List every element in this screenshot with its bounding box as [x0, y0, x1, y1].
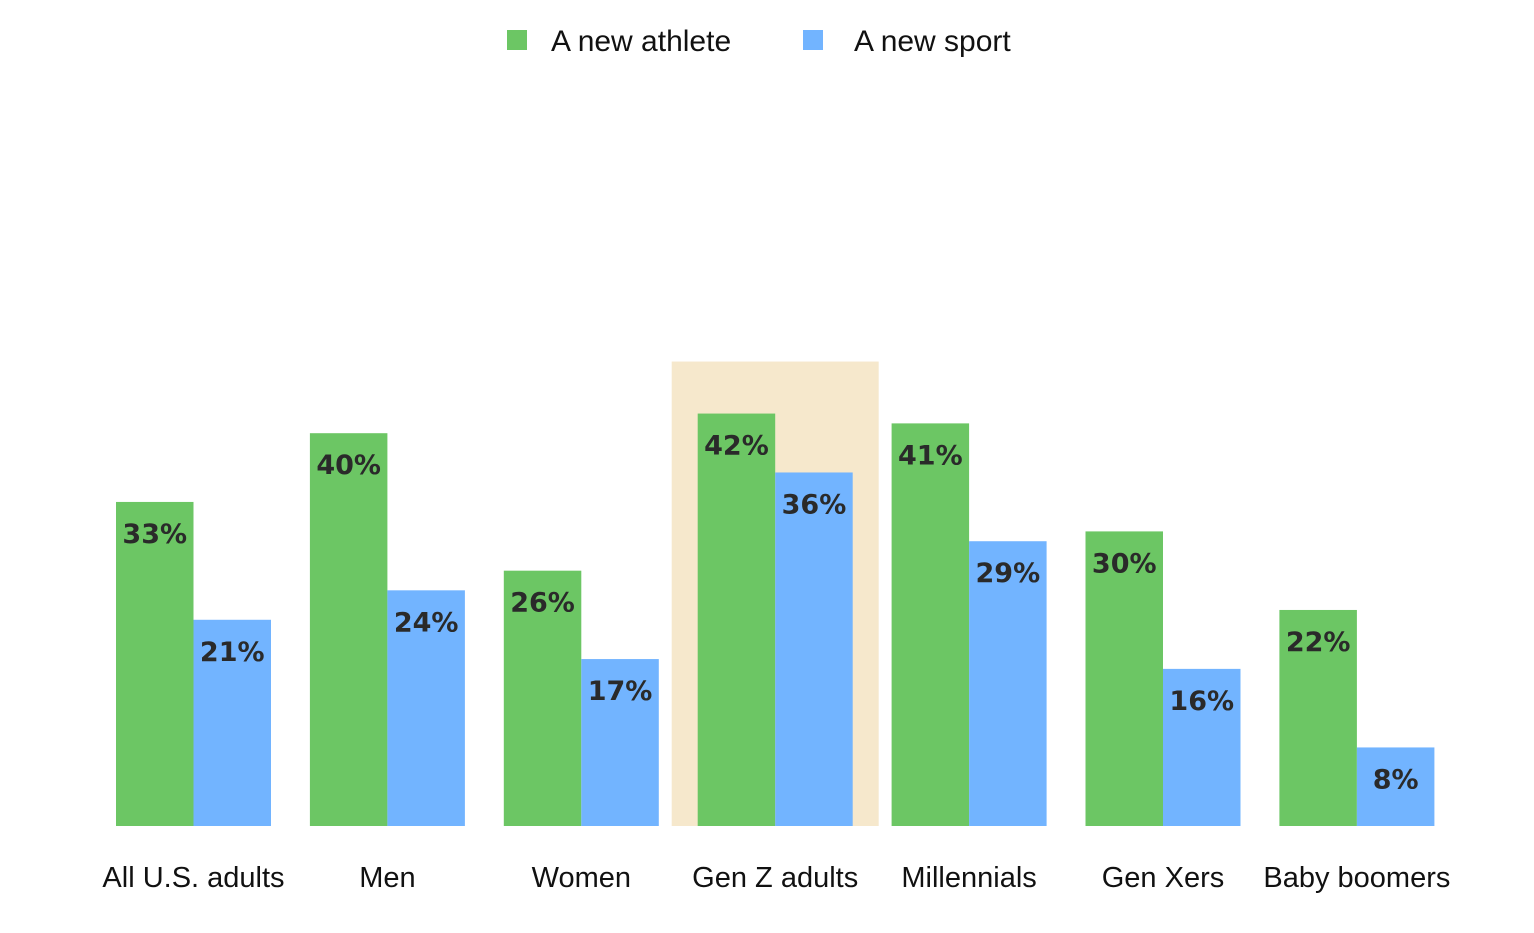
bar-a-new-athlete-women	[503, 570, 582, 826]
value-label-a-new-sport-millennials: 29%	[976, 558, 1041, 589]
legend-label-a-new-sport: A new sport	[854, 25, 1011, 58]
value-label-a-new-athlete-gen-z-adults: 42%	[704, 431, 769, 462]
chart-legend: A new athlete A new sport	[507, 25, 1011, 58]
category-label-gen-z-adults: Gen Z adults	[692, 862, 858, 894]
bar-a-new-sport-millennials	[969, 541, 1047, 826]
bar-a-new-athlete-gen-xers	[1085, 531, 1163, 826]
bar-a-new-sport-baby-boomers	[1356, 747, 1435, 826]
category-label-men: Men	[359, 862, 415, 894]
value-label-a-new-sport-women: 17%	[588, 676, 653, 707]
bar-a-new-athlete-baby-boomers	[1279, 609, 1357, 826]
value-label-a-new-athlete-millennials: 41%	[898, 440, 963, 471]
category-label-millennials: Millennials	[901, 862, 1036, 894]
value-label-a-new-athlete-men: 40%	[316, 450, 381, 481]
value-label-a-new-athlete-women: 26%	[510, 588, 575, 619]
value-label-a-new-sport-gen-xers: 16%	[1169, 686, 1234, 717]
legend-swatch-a-new-athlete	[507, 30, 527, 50]
bars-layer	[116, 413, 1435, 826]
category-label-gen-xers: Gen Xers	[1102, 862, 1225, 894]
legend-label-a-new-athlete: A new athlete	[551, 25, 731, 58]
category-label-women: Women	[532, 862, 631, 894]
value-labels-layer: 33% 21% 40% 24% 26% 17% 42% 36% 41% 29% 30% 16% 22% 8…	[122, 431, 1418, 796]
value-label-a-new-sport-all-u-s-adults: 21%	[200, 637, 265, 668]
bar-a-new-sport-gen-z-adults	[775, 472, 853, 826]
bar-a-new-sport-men	[387, 590, 465, 826]
value-label-a-new-sport-men: 24%	[394, 607, 459, 638]
bar-a-new-athlete-gen-z-adults	[697, 413, 776, 826]
legend-swatch-a-new-sport	[803, 30, 823, 50]
value-label-a-new-athlete-baby-boomers: 22%	[1286, 627, 1351, 658]
value-label-a-new-athlete-all-u-s-adults: 33%	[122, 519, 187, 550]
category-label-baby-boomers: Baby boomers	[1263, 862, 1450, 894]
value-label-a-new-sport-baby-boomers: 8%	[1373, 764, 1419, 795]
category-label-all-u-s-adults: All U.S. adults	[102, 862, 284, 894]
value-label-a-new-sport-gen-z-adults: 36%	[782, 489, 847, 520]
category-labels-layer: All U.S. adults Men Women Gen Z adults Mille…	[102, 862, 1450, 894]
bar-a-new-athlete-millennials	[891, 423, 970, 826]
bar-a-new-sport-women	[581, 659, 659, 826]
bar-a-new-sport-all-u-s-adults	[193, 619, 271, 826]
bar-a-new-sport-gen-xers	[1163, 668, 1241, 826]
bar-a-new-athlete-men	[309, 433, 388, 826]
bar-a-new-athlete-all-u-s-adults	[116, 501, 194, 826]
value-label-a-new-athlete-gen-xers: 30%	[1092, 548, 1157, 579]
